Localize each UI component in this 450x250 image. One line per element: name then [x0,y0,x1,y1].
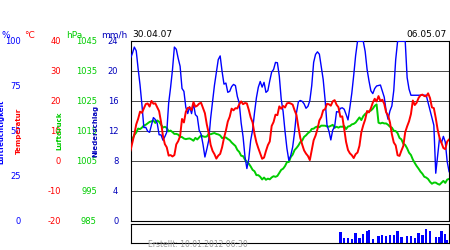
Bar [343,238,345,242]
Text: 0: 0 [55,157,61,166]
Text: °C: °C [24,31,35,40]
Bar [378,236,380,242]
Bar [339,232,342,242]
Bar [385,236,387,242]
Bar [418,233,420,242]
Text: 4: 4 [113,187,118,196]
Text: 16: 16 [108,97,118,106]
Text: mm/h: mm/h [101,31,127,40]
Text: 50: 50 [11,127,21,136]
Text: 40: 40 [50,37,61,46]
Bar [347,238,349,242]
Bar [396,231,399,242]
Bar [438,237,441,242]
Bar [414,238,416,242]
Bar [389,235,391,242]
Text: 1005: 1005 [76,157,97,166]
Text: Niederschlag: Niederschlag [93,105,99,157]
Text: %: % [2,31,10,40]
Text: 06.05.07: 06.05.07 [407,30,447,39]
Bar [358,238,360,242]
Text: -20: -20 [47,217,61,226]
Bar [351,240,353,242]
Text: 0: 0 [113,217,118,226]
Text: 1025: 1025 [76,97,97,106]
Bar [372,239,374,242]
Text: 20: 20 [108,67,118,76]
Bar [381,235,383,242]
Text: hPa: hPa [67,31,83,40]
Bar [366,230,368,242]
Bar [355,234,357,242]
Text: 20: 20 [50,97,61,106]
Bar [400,236,403,242]
Text: 995: 995 [81,187,97,196]
Bar [444,234,446,242]
Text: Temperatur: Temperatur [16,108,22,154]
Bar [440,231,443,242]
Bar [446,240,448,242]
Text: 985: 985 [81,217,97,226]
Bar [410,236,412,242]
Text: 30: 30 [50,67,61,76]
Text: 1045: 1045 [76,37,97,46]
Text: -10: -10 [47,187,61,196]
Bar [425,230,428,242]
Text: 1035: 1035 [76,67,97,76]
Bar [429,230,431,242]
Text: 8: 8 [113,157,118,166]
Text: 25: 25 [11,172,21,181]
Bar [421,236,423,242]
Text: 100: 100 [5,37,21,46]
Text: 10: 10 [50,127,61,136]
Text: 75: 75 [10,82,21,91]
Bar [368,230,370,242]
Bar [393,235,395,242]
Bar [362,234,364,242]
Text: 30.04.07: 30.04.07 [133,30,173,39]
Text: 12: 12 [108,127,118,136]
Text: Erstellt: 10.01.2012 06:30: Erstellt: 10.01.2012 06:30 [148,240,248,249]
Text: 1015: 1015 [76,127,97,136]
Text: 0: 0 [16,217,21,226]
Bar [406,236,408,242]
Text: 24: 24 [108,37,118,46]
Text: Luftdruck: Luftdruck [57,112,63,150]
Text: Luftfeuchtigkeit: Luftfeuchtigkeit [0,99,5,164]
Bar [435,238,437,242]
